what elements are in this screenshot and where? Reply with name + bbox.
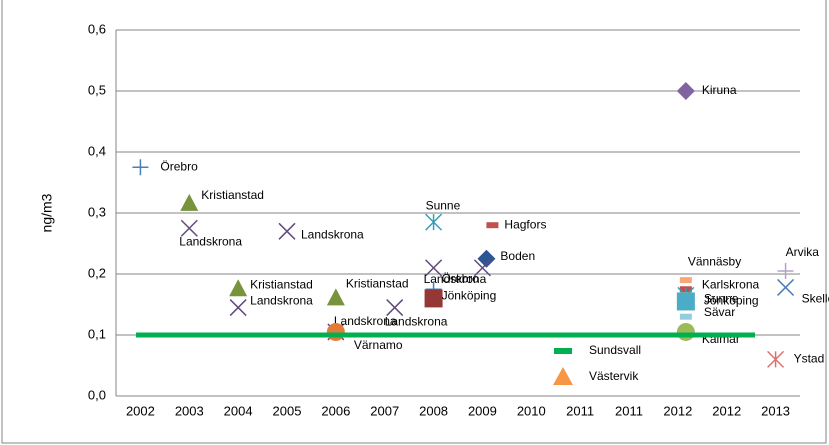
x-tick-label: 2007 (370, 403, 399, 418)
y-tick-label: 0,6 (88, 21, 106, 36)
marker (477, 249, 496, 268)
point-label: Ystad (794, 352, 825, 366)
x-tick-label: 2002 (126, 403, 155, 418)
legend-swatch (553, 367, 573, 385)
legend-label: Västervik (589, 369, 639, 383)
x-tick-label: 2004 (224, 403, 253, 418)
point-label: Karlskrona (702, 277, 760, 291)
point-label: Värnamo (354, 338, 403, 352)
point-label: Skellefteå (802, 292, 829, 306)
point-label: Sunne (704, 292, 739, 306)
legend-swatch (554, 348, 572, 354)
point-label: Kristianstad (250, 277, 313, 291)
point-label: Sävar (704, 305, 735, 319)
point-label: Arvika (786, 245, 820, 259)
y-tick-label: 0,4 (88, 143, 106, 158)
y-tick-label: 0,5 (88, 82, 106, 97)
y-tick-label: 0,0 (88, 387, 106, 402)
point-label: Sunne (426, 198, 461, 212)
marker (676, 292, 695, 311)
x-tick-label: 2009 (468, 403, 497, 418)
point-label: Jönköping (442, 289, 497, 303)
y-axis-label: ng/m3 (39, 193, 55, 232)
point-label: Landskrona (334, 314, 397, 328)
point-label: Örebro (160, 159, 198, 173)
marker (229, 299, 247, 317)
marker (326, 322, 345, 341)
point-label: Hagfors (504, 217, 546, 231)
x-tick-label: 2010 (517, 403, 546, 418)
marker (326, 288, 345, 306)
marker (278, 222, 296, 240)
marker (486, 222, 499, 229)
point-label: Landskrona (424, 272, 487, 286)
point-label: Landskrona (179, 234, 242, 248)
marker (679, 277, 692, 284)
marker (473, 259, 491, 277)
x-tick-label: 2011 (615, 403, 643, 418)
x-tick-label: 2012 (663, 403, 692, 418)
marker (229, 279, 248, 297)
marker (679, 313, 692, 320)
marker (180, 219, 198, 237)
x-tick-label: 2012 (712, 403, 741, 418)
x-tick-label: 2006 (321, 403, 350, 418)
point-label: Kristianstad (201, 188, 264, 202)
marker (132, 159, 149, 176)
point-label: Kiruna (702, 83, 737, 97)
x-tick-label: 2003 (175, 403, 204, 418)
marker (777, 262, 794, 279)
y-tick-label: 0,1 (88, 326, 106, 341)
x-tick-label: 2013 (761, 403, 790, 418)
x-tick-label: 2011 (566, 403, 594, 418)
marker (424, 289, 443, 308)
point-label: Landskrona (301, 227, 364, 241)
marker (180, 193, 199, 211)
marker (676, 82, 695, 100)
point-label: Jönköping (704, 294, 759, 308)
point-label: Vännäsby (688, 254, 741, 268)
y-tick-label: 0,2 (88, 265, 106, 280)
point-label: Örebro (442, 271, 480, 285)
point-label: Landskrona (385, 315, 448, 329)
point-label: Kristianstad (346, 277, 409, 291)
marker (386, 299, 404, 317)
marker (425, 213, 443, 231)
y-tick-label: 0,3 (88, 204, 106, 219)
x-tick-label: 2008 (419, 403, 448, 418)
marker (676, 322, 695, 341)
marker (777, 278, 795, 296)
marker (767, 350, 785, 368)
point-label: Boden (500, 249, 535, 263)
x-tick-label: 2005 (273, 403, 302, 418)
marker (425, 259, 443, 277)
legend-label: Sundsvall (589, 343, 641, 357)
point-label: Landskrona (250, 294, 313, 308)
